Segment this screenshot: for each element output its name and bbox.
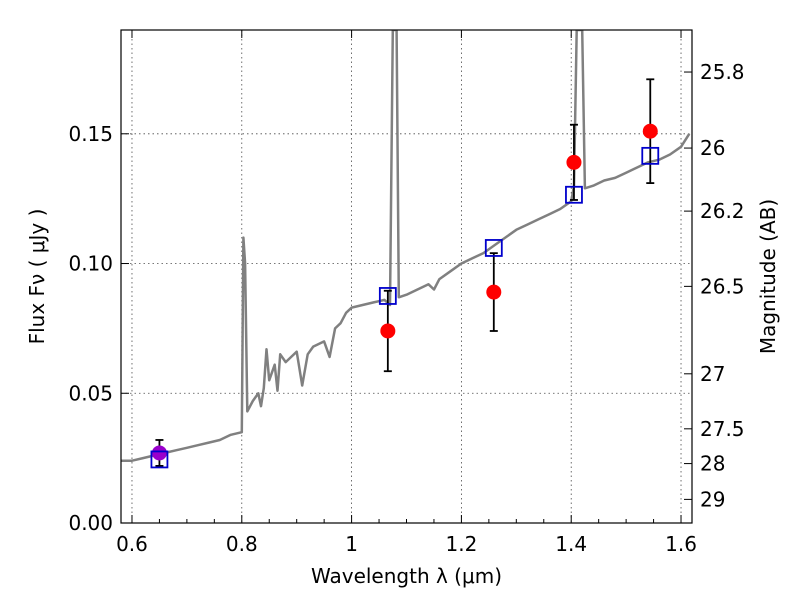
x-axis-ticks: 0.6 0.8 1 1.2 1.4 1.6 [116,30,697,556]
y-axis-label: Flux Fν ( μJy ) [25,209,49,345]
observed-point [486,284,502,300]
x-tick-label: 0.8 [226,532,258,556]
right-tick-label: 26.2 [700,199,745,223]
y-tick-label: 0.05 [68,381,113,405]
synthetic-point [378,287,397,305]
right-tick-label: 27 [700,362,725,386]
observed-photometry [151,78,658,467]
y-tick-label: 0.10 [68,252,113,276]
y-axis-ticks: 0.00 0.05 0.10 0.15 [68,122,129,535]
synthetic-photometry [150,146,660,469]
plot-frame [120,29,693,524]
grid-lines [121,30,692,524]
y-tick-label: 0.00 [68,511,113,535]
right-tick-label: 26 [700,136,725,160]
x-tick-label: 1 [345,532,358,556]
x-tick-label: 1.4 [555,532,587,556]
right-tick-label: 28 [700,452,725,476]
synthetic-point [641,146,660,165]
x-axis-label: Wavelength λ (μm) [311,564,502,588]
synthetic-point [150,450,169,469]
right-axis-ticks: 25.8 26 26.2 26.5 27 27.5 28 29 [684,60,745,511]
observed-point [566,154,582,170]
observed-point [642,123,658,139]
x-tick-label: 1.2 [445,532,477,556]
synthetic-point [484,239,503,257]
right-tick-label: 26.5 [700,274,745,298]
observed-point [380,323,396,339]
model-spectrum [121,30,691,462]
observed-point [151,445,167,461]
x-tick-label: 1.6 [665,532,697,556]
x-tick-label: 0.6 [116,532,148,556]
right-tick-label: 25.8 [700,60,745,84]
synthetic-point [565,185,583,204]
right-tick-label: 29 [700,487,725,511]
model-spectrum-line [121,30,691,462]
right-axis-label: Magnitude (AB) [756,199,780,354]
right-tick-label: 27.5 [700,417,745,441]
y-tick-label: 0.15 [68,122,113,146]
